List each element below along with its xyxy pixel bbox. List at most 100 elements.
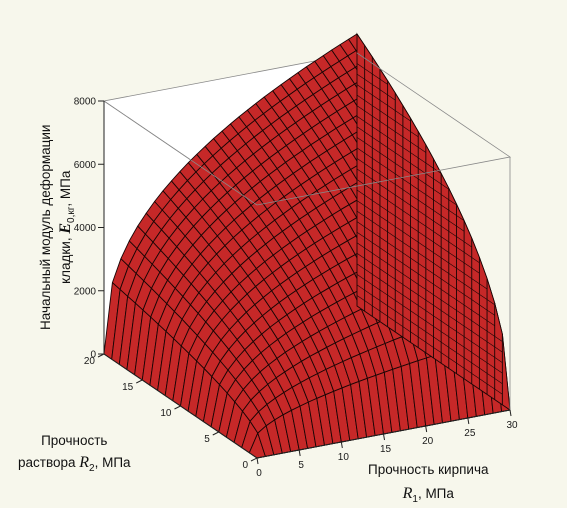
x-tick-label: 30: [506, 420, 518, 431]
x-axis-label: Прочность кирпича R1, МПа: [368, 458, 489, 508]
surface-side-contour: [448, 262, 457, 269]
surface-side-contour: [410, 289, 419, 296]
surface-side-contour: [379, 289, 388, 296]
surface-side-contour: [471, 320, 480, 327]
surface-side-contour: [471, 288, 480, 295]
surface-side-contour: [479, 346, 488, 353]
surface-side-contour: [372, 179, 381, 185]
surface-side-contour: [456, 341, 465, 348]
surface-side-contour: [387, 200, 396, 206]
surface-side-contour: [402, 210, 411, 217]
y-tick-mark: [136, 379, 143, 384]
surface-side-contour: [402, 220, 411, 227]
y-axis-label: Прочность раствора R2, МПа: [18, 430, 131, 476]
x-tick-label: 20: [422, 436, 434, 447]
surface-side-contour: [395, 268, 404, 275]
surface-side-contour: [410, 321, 419, 327]
surface-side-contour: [440, 204, 449, 211]
y-axis-label-line1: Прочность: [41, 433, 108, 448]
surface-side-contour: [471, 362, 480, 369]
surface-side-contour: [364, 237, 373, 243]
surface-side-contour: [486, 383, 495, 390]
surface-side-contour: [410, 226, 419, 232]
surface-side-contour: [402, 157, 411, 164]
z-axis-label-line2: кладки, E0,кг, МПа: [57, 170, 77, 284]
surface-side-contour: [479, 357, 488, 364]
surface-side-contour: [448, 315, 457, 322]
surface-side-contour: [402, 263, 411, 269]
surface-side-contour: [418, 178, 427, 185]
surface-side-contour: [418, 189, 427, 195]
surface-side-contour: [433, 231, 442, 237]
surface-side-contour: [486, 373, 495, 379]
surface-side-contour: [410, 247, 419, 253]
surface-side-contour: [395, 173, 404, 180]
surface-side-contour: [494, 346, 503, 353]
surface-side-contour: [463, 346, 472, 353]
surface-side-contour: [463, 262, 472, 269]
surface-side-contour: [440, 352, 449, 359]
surface-side-contour: [395, 163, 404, 169]
surface-side-contour: [433, 273, 442, 280]
surface-side-contour: [456, 215, 465, 221]
surface-side-contour: [425, 342, 434, 348]
surface-side-contour: [433, 189, 442, 195]
surface-side-contour: [410, 131, 419, 138]
surface-side-contour: [379, 163, 388, 169]
surface-side-contour: [364, 205, 373, 212]
surface-side-contour: [425, 183, 434, 190]
surface-side-contour: [364, 184, 373, 191]
surface-side-contour: [379, 194, 388, 201]
surface-side-contour: [440, 299, 449, 306]
surface-side-contour: [448, 273, 457, 279]
surface-side-contour: [425, 226, 434, 232]
surface-side-contour: [418, 263, 427, 269]
surface-side-contour: [494, 388, 503, 395]
surface-side-contour: [471, 331, 480, 337]
surface-side-contour: [356, 168, 365, 175]
surface-side-contour: [372, 105, 381, 112]
surface-side-contour: [387, 147, 396, 154]
surface-side-contour: [448, 325, 457, 332]
surface-side-contour: [395, 289, 404, 296]
surface-side-contour: [456, 257, 465, 264]
box-top-edge: [103, 100, 258, 206]
surface-side-contour: [356, 84, 365, 91]
surface-side-contour: [418, 147, 427, 153]
z-axis-label: Начальный модуль деформации кладки, E0,к…: [36, 125, 78, 330]
surface-side-contour: [356, 105, 365, 112]
surface-side-contour: [425, 194, 434, 201]
surface-side-contour: [410, 173, 419, 180]
surface-side-contour: [356, 221, 365, 228]
surface-side-contour: [418, 199, 427, 206]
surface-side-contour: [387, 284, 396, 291]
surface-side-contour: [379, 300, 388, 306]
surface-side-contour: [387, 294, 396, 301]
surface-side-contour: [395, 226, 404, 233]
z-tick-label: 4000: [74, 223, 97, 234]
surface-side-contour: [418, 210, 427, 217]
surface-side-contour: [356, 147, 365, 154]
surface-side-contour: [440, 257, 449, 264]
surface-side-contour: [402, 147, 411, 153]
surface-side-contour: [494, 357, 503, 363]
surface-side-contour: [387, 210, 396, 217]
surface-side-contour: [479, 378, 488, 385]
surface-side-contour: [379, 310, 388, 317]
surface-side-contour: [479, 283, 488, 290]
x-tick-label: 15: [380, 444, 392, 455]
surface-side-contour: [402, 231, 411, 238]
y-tick-label: 0: [242, 460, 248, 471]
surface-side-contour: [433, 315, 442, 322]
surface-side-contour: [433, 252, 442, 259]
surface-side-contour: [410, 257, 419, 264]
surface-side-contour: [364, 268, 373, 275]
surface-side-contour: [440, 194, 449, 200]
surface-side-contour: [448, 304, 457, 311]
surface-side-contour: [402, 273, 411, 280]
surface-side-contour: [402, 252, 411, 259]
surface-side-contour: [448, 357, 457, 364]
surface-side-contour: [402, 242, 411, 248]
surface-side-contour: [356, 231, 365, 238]
